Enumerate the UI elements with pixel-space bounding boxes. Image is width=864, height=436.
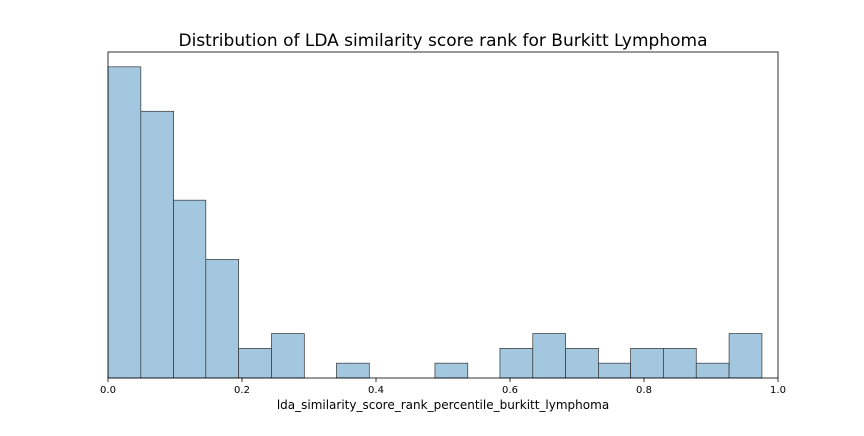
histogram-bar	[565, 348, 599, 379]
histogram-bar	[598, 362, 631, 379]
histogram-bar	[107, 66, 142, 379]
chart-title: Distribution of LDA similarity score ran…	[178, 31, 707, 51]
x-tick-label: 1.0	[770, 385, 786, 396]
histogram-bar	[532, 333, 566, 379]
histogram-bar	[663, 348, 697, 379]
histogram-bar	[695, 362, 730, 379]
x-tick-label: 0.8	[636, 385, 652, 396]
bars-layer	[107, 66, 763, 379]
histogram-bar	[140, 110, 175, 379]
x-axis-ticks: 0.0 0.2 0.4 0.6 0.8 1.0	[100, 378, 786, 396]
histogram-bar	[434, 362, 469, 379]
histogram-bar	[205, 259, 240, 379]
x-tick-label: 0.2	[234, 385, 250, 396]
histogram-bar	[728, 333, 763, 379]
histogram-bar	[336, 362, 370, 379]
histogram-bar	[173, 199, 207, 379]
x-tick-label: 0.0	[100, 385, 116, 396]
histogram-bar	[271, 333, 305, 379]
histogram-bar	[238, 348, 272, 379]
histogram-bar	[499, 348, 534, 379]
x-tick-label: 0.4	[368, 385, 384, 396]
plot-frame	[107, 51, 779, 379]
histogram-bar	[630, 348, 664, 379]
x-tick-label: 0.6	[502, 385, 518, 396]
x-axis-label: lda_similarity_score_rank_percentile_bur…	[277, 398, 609, 412]
